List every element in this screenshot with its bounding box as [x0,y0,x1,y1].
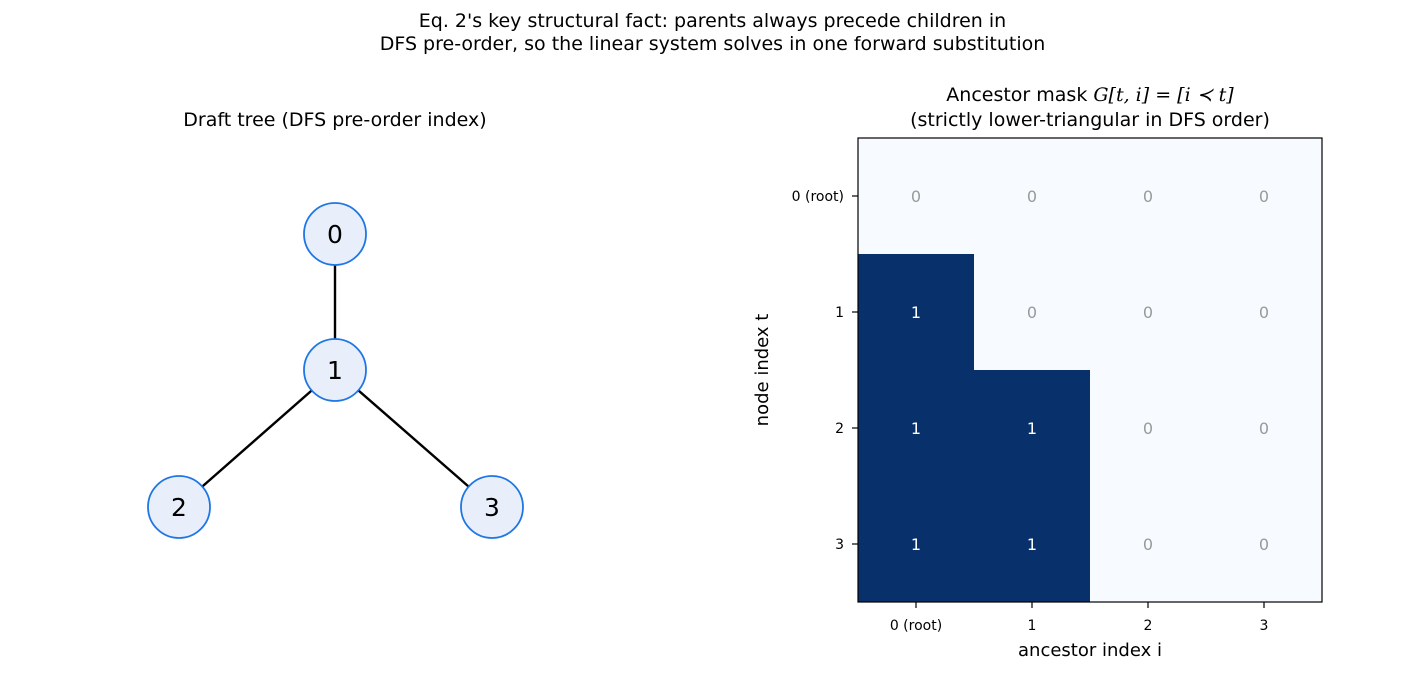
matrix-panel: Ancestor mask G[t, i] = [i ≺ t] (strictl… [752,84,1323,661]
heatmap-cell-label-0-2: 0 [1143,187,1153,206]
matrix-title-prefix: Ancestor mask [946,84,1093,106]
tree-edge-1-3 [334,369,493,508]
suptitle-line-2: DFS pre-order, so the linear system solv… [379,33,1046,55]
matrix-title-math: G[t, i] = [i ≺ t] [1093,84,1234,106]
tree-panel: Draft tree (DFS pre-order index) 0 1 2 3 [147,109,524,539]
matrix-panel-title-line-1: Ancestor mask G[t, i] = [i ≺ t] [946,84,1234,106]
heatmap-cell-0-0 [858,138,975,255]
heatmap-cell-label-2-1: 1 [1027,419,1037,438]
x-axis-ticks: 0 (root) 1 2 3 [890,602,1269,634]
heatmap-cell-label-3-3: 0 [1259,535,1269,554]
heatmap-cell-label-1-3: 0 [1259,303,1269,322]
x-tick-label-2: 2 [1144,618,1153,634]
tree-panel-title: Draft tree (DFS pre-order index) [183,109,486,131]
tree-node-label: 1 [327,356,343,385]
tree-node-1: 1 [303,338,367,402]
suptitle-line-1: Eq. 2's key structural fact: parents alw… [418,10,1007,32]
tree-nodes: 0 1 2 3 [147,202,524,539]
heatmap-cell-label-2-0: 1 [911,419,921,438]
y-axis-label: node index t [752,314,773,427]
y-tick-label-1: 1 [835,305,844,321]
heatmap-cell-3-3 [1206,486,1323,603]
heatmap-cell-label-0-3: 0 [1259,187,1269,206]
heatmap-cell-3-1 [974,486,1091,603]
tree-node-circle [147,475,211,539]
heatmap-cell-0-1 [974,138,1091,255]
heatmap-cell-labels: 0 0 0 0 1 0 0 0 1 1 0 0 1 1 0 0 [911,187,1269,554]
tree-node-circle [460,475,524,539]
heatmap-cell-label-0-1: 0 [1027,187,1037,206]
heatmap-cells [858,138,1323,603]
tree-node-label: 3 [484,493,500,522]
x-axis-label: ancestor index i [1018,640,1162,661]
heatmap-cell-2-0 [858,370,975,487]
heatmap-cell-1-3 [1206,254,1323,371]
heatmap-cell-1-2 [1090,254,1207,371]
heatmap-cell-label-3-0: 1 [911,535,921,554]
heatmap-cell-2-2 [1090,370,1207,487]
heatmap-cell-label-1-1: 0 [1027,303,1037,322]
heatmap-cell-label-0-0: 0 [911,187,921,206]
tree-node-circle [303,202,367,266]
tree-edge-1-2 [178,369,336,508]
heatmap-cell-2-1 [974,370,1091,487]
heatmap-cell-2-3 [1206,370,1323,487]
heatmap-cell-3-0 [858,486,975,603]
y-tick-label-2: 2 [835,421,844,437]
heatmap-cell-3-2 [1090,486,1207,603]
y-axis-ticks: 0 (root) 1 2 3 [792,189,858,553]
heatmap-frame [857,137,1323,603]
heatmap-cell-0-2 [1090,138,1207,255]
x-tick-label-3: 3 [1260,618,1269,634]
heatmap-cell-1-1 [974,254,1091,371]
tree-node-3: 3 [460,475,524,539]
x-tick-label-0: 0 (root) [890,618,942,634]
heatmap-cell-label-2-2: 0 [1143,419,1153,438]
tree-node-label: 2 [171,493,187,522]
matrix-panel-title-line-2: (strictly lower-triangular in DFS order) [910,109,1270,131]
heatmap-cell-label-1-2: 0 [1143,303,1153,322]
figure-suptitle: Eq. 2's key structural fact: parents alw… [0,10,1425,56]
tree-node-label: 0 [327,220,343,249]
heatmap-cell-label-2-3: 0 [1259,419,1269,438]
heatmap-cell-label-3-2: 0 [1143,535,1153,554]
tree-node-2: 2 [147,475,211,539]
heatmap-cell-label-1-0: 1 [911,303,921,322]
heatmap-cell-label-3-1: 1 [1027,535,1037,554]
tree-node-0: 0 [303,202,367,266]
heatmap-cell-1-0 [858,254,975,371]
y-tick-label-3: 3 [835,537,844,553]
tree-node-circle [303,338,367,402]
heatmap-cell-0-3 [1206,138,1323,255]
y-tick-label-0: 0 (root) [792,189,844,205]
x-tick-label-1: 1 [1028,618,1037,634]
